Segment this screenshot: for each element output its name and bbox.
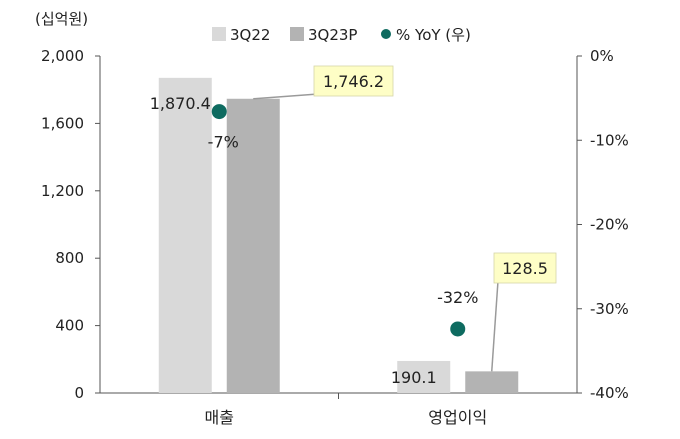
y-left-tick-label: 2,000 [41, 47, 84, 65]
callout-connector-1 [253, 93, 319, 100]
bars [158, 77, 519, 394]
y-left-tick-label: 1,200 [41, 182, 84, 200]
axes: 0 400 800 1,200 1,600 2,000 0% -10% -20% -30% -40%… [41, 47, 629, 427]
y-right-tick-label: 0% [590, 47, 614, 65]
legend-label-3q23p: 3Q23P [308, 26, 357, 44]
y-right-tick-label: -10% [590, 131, 629, 149]
x-category-label: 매출 [205, 408, 234, 427]
yoy-points [211, 104, 466, 337]
y-right-tick-label: -40% [590, 384, 629, 402]
y-left-tick-label: 400 [55, 317, 84, 335]
y-right-tick-label: -20% [590, 216, 629, 234]
legend: 3Q22 3Q23P % YoY (우) [212, 26, 471, 44]
y-left-tick-label: 0 [74, 384, 84, 402]
yoy-point-1 [211, 104, 227, 120]
callout-connectors [253, 93, 499, 372]
bar-3q22-2 [397, 360, 451, 393]
legend-swatch-yoy [381, 29, 391, 39]
value-label-3q23p-2: 128.5 [502, 259, 548, 278]
yoy-point-2 [450, 321, 466, 337]
legend-label-3q22: 3Q22 [230, 26, 270, 44]
callout-connector-2 [491, 280, 499, 372]
legend-swatch-3q23p [290, 27, 304, 41]
value-label-3q23p-1: 1,746.2 [323, 72, 384, 91]
legend-swatch-3q22 [212, 27, 226, 41]
y-left-unit-label: (십억원) [35, 10, 88, 28]
bar-3q23p-2 [465, 371, 519, 393]
data-labels: 1,870.4 190.1 1,746.2 128.5 -7% -32% [150, 65, 557, 387]
value-label-3q22-1: 1,870.4 [150, 94, 211, 113]
y-right-tick-label: -30% [590, 300, 629, 318]
legend-label-yoy: % YoY (우) [396, 26, 471, 44]
callout-box-1 [313, 65, 394, 97]
value-label-3q22-2: 190.1 [391, 368, 437, 387]
x-category-label: 영업이익 [428, 408, 487, 427]
bar-3q23p-1 [226, 98, 280, 394]
callout-box-2 [493, 252, 557, 284]
y-left-tick-label: 1,600 [41, 114, 84, 132]
y-left-tick-label: 800 [55, 249, 84, 267]
yoy-label-1: -7% [208, 133, 239, 152]
bar-3q22-1 [158, 77, 212, 394]
yoy-label-2: -32% [437, 288, 478, 307]
